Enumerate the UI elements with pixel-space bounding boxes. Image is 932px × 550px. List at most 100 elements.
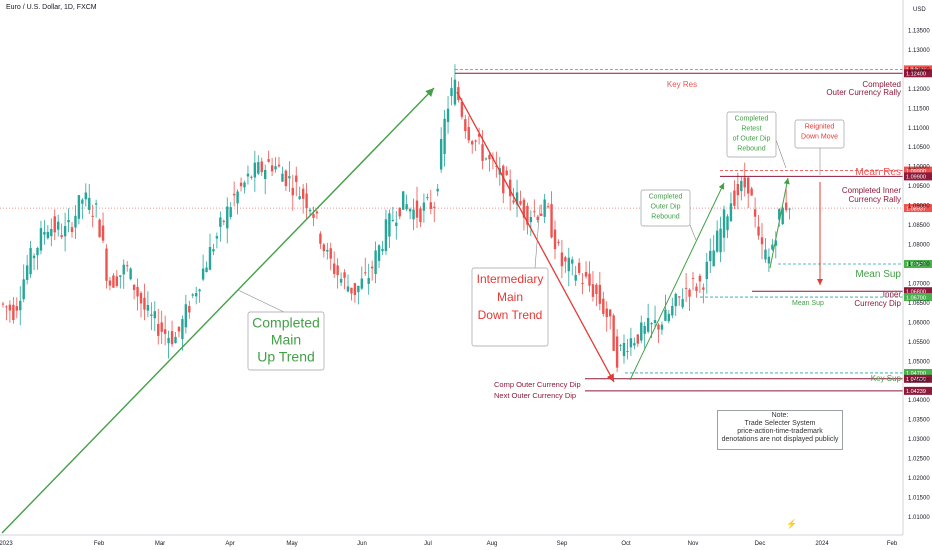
candle-body xyxy=(640,322,643,341)
candle-body xyxy=(781,207,784,225)
candle-body xyxy=(747,177,750,194)
candle-body xyxy=(595,284,598,294)
candle-body xyxy=(60,235,63,238)
candle-body xyxy=(122,264,125,275)
candle-body xyxy=(239,182,243,187)
candle-body xyxy=(408,208,412,212)
candle-body xyxy=(436,188,439,192)
candle-body xyxy=(15,306,18,311)
candle-body xyxy=(729,203,733,222)
key-res-label: Key Res xyxy=(667,80,697,89)
candle-body xyxy=(346,286,350,292)
candle-body xyxy=(764,249,767,260)
price-tick-label: 1.11500 xyxy=(908,106,930,112)
price-tag-label: 1.09900 xyxy=(906,169,926,175)
candle-body xyxy=(453,79,457,105)
candle-body xyxy=(305,193,308,209)
price-tag-label: 1.12400 xyxy=(906,71,926,77)
candle-body xyxy=(543,199,546,217)
candle-body xyxy=(74,215,77,228)
candle-body xyxy=(788,208,791,210)
candle-body xyxy=(533,211,536,213)
candle-body xyxy=(270,165,274,172)
candle-body xyxy=(691,277,695,279)
candle-body xyxy=(433,206,436,208)
price-tag xyxy=(904,69,932,78)
candle-body xyxy=(605,308,608,318)
candle-body xyxy=(112,275,115,288)
candle-body xyxy=(295,175,298,182)
symbol-title: Euro / U.S. Dollar, 1D, FXCM xyxy=(6,4,97,11)
candle-body xyxy=(774,240,777,246)
time-tick-label: Apr xyxy=(225,541,234,547)
candle-body xyxy=(322,244,326,252)
outer-dip-rebound-line xyxy=(629,182,725,381)
time-tick-label: Jul xyxy=(424,541,432,547)
candle-body xyxy=(364,272,367,274)
candle-body xyxy=(81,199,84,204)
candle-body xyxy=(67,220,70,223)
candle-body xyxy=(450,88,453,97)
completed-main-up-trend-text: Completed xyxy=(252,315,320,331)
price-tick-label: 1.04500 xyxy=(908,379,930,385)
candle-body xyxy=(77,195,81,219)
candle-body xyxy=(464,119,467,132)
candle-body xyxy=(567,257,570,272)
candle-body xyxy=(571,259,574,264)
candle-body xyxy=(653,319,657,323)
candle-body xyxy=(609,309,612,317)
candle-body xyxy=(163,329,167,334)
candle-body xyxy=(219,217,222,227)
candle-body xyxy=(319,233,322,244)
candle-body xyxy=(25,265,29,280)
price-tick-label: 1.07000 xyxy=(908,281,930,287)
completed-outer-dip-rebound-leader xyxy=(689,224,697,241)
candle-body xyxy=(712,250,715,267)
candle-body xyxy=(488,154,491,160)
candle-body xyxy=(602,298,605,314)
candle-body xyxy=(274,166,277,170)
candle-body xyxy=(657,324,660,330)
reignited-down-move-text: Down Move xyxy=(801,134,838,141)
main-up-trend-line xyxy=(1,87,435,534)
candle-body xyxy=(264,169,267,179)
candle-body xyxy=(181,319,184,340)
candle-body xyxy=(333,263,336,274)
candle-body xyxy=(733,190,736,206)
candle-body xyxy=(391,219,395,221)
candle-body xyxy=(312,214,315,218)
candle-body xyxy=(750,188,753,196)
candle-body xyxy=(550,204,553,238)
price-tick-label: 1.09500 xyxy=(908,184,930,190)
currency-label: USD xyxy=(913,7,926,13)
candle-body xyxy=(515,192,519,205)
candle-body xyxy=(502,165,505,194)
candle-body xyxy=(129,268,132,280)
candle-body xyxy=(771,244,774,250)
candle-body xyxy=(291,187,294,196)
mean-res-label: Mean Res xyxy=(855,167,901,178)
intermediary-main-down-trend-box xyxy=(471,267,549,347)
candle-body xyxy=(405,204,408,210)
candle-body xyxy=(1,303,5,305)
time-tick-label: Dec xyxy=(755,541,766,547)
price-tag xyxy=(904,166,932,175)
candle-body xyxy=(505,170,508,176)
candle-body xyxy=(540,213,543,216)
candle-body xyxy=(422,202,426,211)
candle-body xyxy=(357,285,360,293)
candle-body xyxy=(350,287,353,294)
candle-body xyxy=(98,219,101,238)
candle-body xyxy=(753,209,757,217)
candle-body xyxy=(46,232,50,239)
candle-body xyxy=(253,162,257,178)
next-outer-dip-label: Next Outer Currency Dip xyxy=(494,391,576,400)
key-sup-label: Key Sup xyxy=(871,374,902,383)
candle-body xyxy=(315,211,319,214)
candle-body xyxy=(581,282,584,284)
candle-body xyxy=(664,309,667,321)
candle-body xyxy=(198,289,201,292)
candle-body xyxy=(360,278,363,289)
price-tag xyxy=(904,172,932,181)
